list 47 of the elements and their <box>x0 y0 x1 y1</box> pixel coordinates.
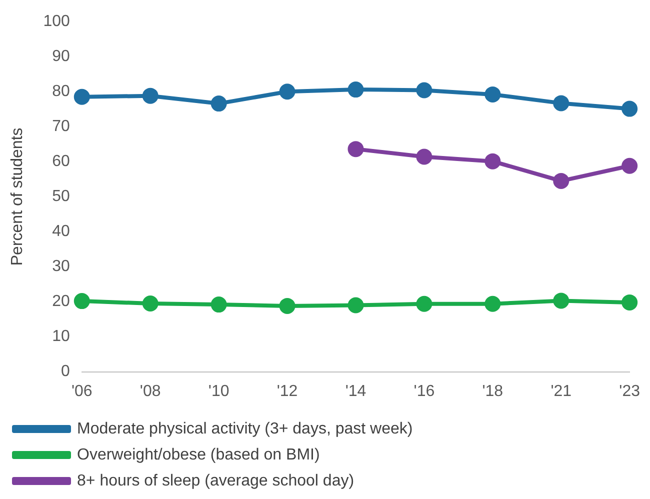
point <box>210 96 227 112</box>
legend-label: Moderate physical activity (3+ days, past week) <box>77 420 413 438</box>
point <box>348 82 364 98</box>
point <box>279 298 296 314</box>
point <box>348 141 364 158</box>
y-tick-label: 50 <box>52 188 70 206</box>
x-tick-label: '06 <box>71 382 92 400</box>
x-tick-label: '12 <box>276 382 298 400</box>
x-tick-label: '23 <box>619 382 640 400</box>
y-tick-label: 10 <box>52 328 70 346</box>
y-tick-label: 70 <box>52 118 70 136</box>
point <box>142 296 158 312</box>
y-tick-label: 100 <box>43 13 70 30</box>
point <box>416 148 432 165</box>
y-axis-title: Percent of students <box>9 128 26 266</box>
y-tick-label: 0 <box>60 363 70 380</box>
legend-label: Overweight/obese (based on BMI) <box>77 446 320 464</box>
x-tick-label: '18 <box>482 382 504 400</box>
point <box>553 172 570 189</box>
point <box>348 297 364 314</box>
point <box>74 293 90 310</box>
y-tick-label: 80 <box>52 83 70 100</box>
x-tick-label: '08 <box>140 382 161 400</box>
x-tick-label: '16 <box>414 382 435 400</box>
point <box>210 296 227 313</box>
point <box>484 86 501 102</box>
point <box>279 84 296 100</box>
legend-label: 8+ hours of sleep (average school day) <box>77 472 354 490</box>
y-tick-label: 30 <box>52 258 70 276</box>
y-tick-label: 20 <box>52 293 70 310</box>
point <box>553 95 570 112</box>
point <box>74 88 90 105</box>
x-tick-label: '21 <box>550 382 572 400</box>
x-tick-label: '10 <box>208 382 230 400</box>
y-tick-label: 40 <box>52 223 70 240</box>
point <box>553 292 570 309</box>
point <box>416 296 432 312</box>
point <box>484 153 501 170</box>
point <box>622 158 638 174</box>
point <box>484 296 501 312</box>
x-tick-label: '14 <box>345 382 366 400</box>
point <box>622 100 638 117</box>
y-tick-label: 90 <box>52 48 70 66</box>
point <box>622 294 638 310</box>
point <box>416 82 432 98</box>
y-tick-label: 60 <box>52 153 70 170</box>
point <box>142 88 158 104</box>
